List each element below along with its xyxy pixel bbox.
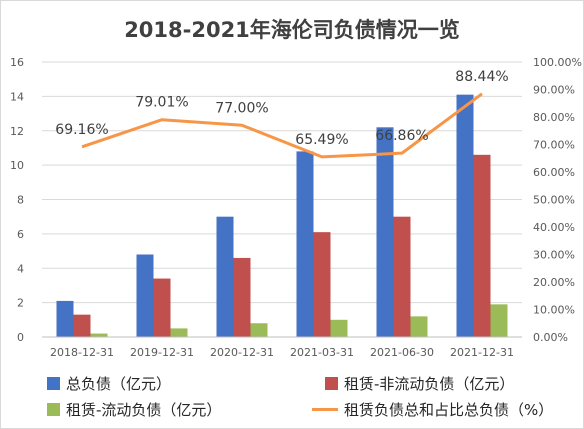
bar-2-0	[90, 333, 108, 337]
legend-item-total-liabilities: 总负债（亿元）	[47, 373, 171, 394]
bar-0-5	[456, 94, 474, 337]
right-tick-label: 10.00%	[533, 304, 575, 317]
x-tick-label: 2021-12-31	[450, 346, 514, 359]
bar-1-2	[233, 257, 251, 337]
line-data-label: 79.01%	[135, 95, 188, 111]
bar-2-4	[410, 316, 428, 337]
legend-label: 租赁-非流动负债（亿元）	[344, 375, 515, 393]
legend-label: 租赁负债总和占比总负债（%）	[344, 401, 554, 419]
bar-2-1	[170, 328, 188, 337]
left-tick-label: 14	[10, 90, 24, 103]
bar-2-5	[490, 304, 508, 337]
chart-title: 2018-2021年海伦司负债情况一览	[124, 18, 460, 42]
right-tick-label: 40.00%	[533, 221, 575, 234]
left-tick-label: 4	[17, 262, 24, 275]
bar-2-3	[330, 319, 348, 337]
ratio-line	[81, 92, 483, 159]
legend-label: 总负债（亿元）	[66, 375, 172, 393]
line-data-label: 88.44%	[455, 69, 508, 85]
bar-0-1	[136, 254, 154, 337]
right-tick-label: 90.00%	[533, 84, 575, 97]
line-data-label: 77.00%	[215, 100, 268, 116]
right-tick-label: 70.00%	[533, 139, 575, 152]
left-tick-label: 6	[17, 228, 24, 241]
bar-1-1	[153, 278, 171, 337]
right-tick-label: 50.00%	[533, 194, 575, 207]
legend-swatch	[47, 377, 60, 390]
x-tick-label: 2021-06-30	[370, 346, 434, 359]
right-axis-ticks: 0.00% 10.00% 20.00% 30.00% 40.00% 50.00% 60.00…	[533, 56, 582, 344]
legend-swatch	[312, 408, 338, 411]
left-axis-ticks: 0 2 4 6 8 10 12 14 16	[10, 56, 24, 344]
legend-swatch	[325, 377, 338, 390]
left-tick-label: 10	[10, 159, 24, 172]
x-tick-label: 2018-12-31	[50, 346, 114, 359]
legend-item-current-lease: 租赁-流动负债（亿元）	[47, 399, 221, 420]
bar-1-3	[313, 232, 331, 337]
x-tick-label: 2020-12-31	[210, 346, 274, 359]
bar-0-0	[56, 300, 74, 337]
line-data-label: 65.49%	[295, 132, 348, 148]
right-tick-label: 60.00%	[533, 166, 575, 179]
bar-0-2	[216, 216, 234, 337]
left-tick-label: 16	[10, 56, 24, 69]
data-labels: 69.16% 79.01% 77.00% 65.49% 66.86% 88.44%	[55, 69, 508, 148]
left-tick-label: 2	[17, 297, 24, 310]
bar-2-2	[250, 323, 268, 337]
right-tick-label: 80.00%	[533, 111, 575, 124]
right-tick-label: 30.00%	[533, 249, 575, 262]
bars	[56, 94, 508, 337]
left-tick-label: 12	[10, 125, 24, 138]
legend: 总负债（亿元） 租赁-非流动负债（亿元） 租赁-流动负债（亿元） 租赁负债总和占…	[0, 370, 584, 425]
legend-label: 租赁-流动负债（亿元）	[66, 401, 222, 419]
grid-lines	[42, 61, 522, 338]
x-tick-label: 2021-03-31	[290, 346, 354, 359]
bar-1-4	[393, 216, 411, 337]
line-data-label: 66.86%	[375, 128, 428, 144]
x-axis: 2018-12-31 2019-12-31 2020-12-31 2021-03-31…	[42, 336, 522, 359]
bar-1-5	[473, 154, 491, 337]
bar-0-4	[376, 127, 394, 337]
legend-item-noncurrent-lease: 租赁-非流动负债（亿元）	[325, 373, 514, 394]
legend-item-lease-ratio: 租赁负债总和占比总负债（%）	[312, 399, 553, 420]
legend-swatch	[47, 403, 60, 416]
line-data-label: 69.16%	[55, 122, 108, 138]
left-tick-label: 0	[17, 331, 24, 344]
right-tick-label: 100.00%	[533, 56, 582, 69]
right-tick-label: 0.00%	[533, 331, 568, 344]
bar-0-3	[296, 151, 314, 337]
right-tick-label: 20.00%	[533, 276, 575, 289]
x-tick-label: 2019-12-31	[130, 346, 194, 359]
bar-1-0	[73, 314, 91, 337]
left-tick-label: 8	[17, 194, 24, 207]
ratio-line-path	[81, 92, 483, 159]
